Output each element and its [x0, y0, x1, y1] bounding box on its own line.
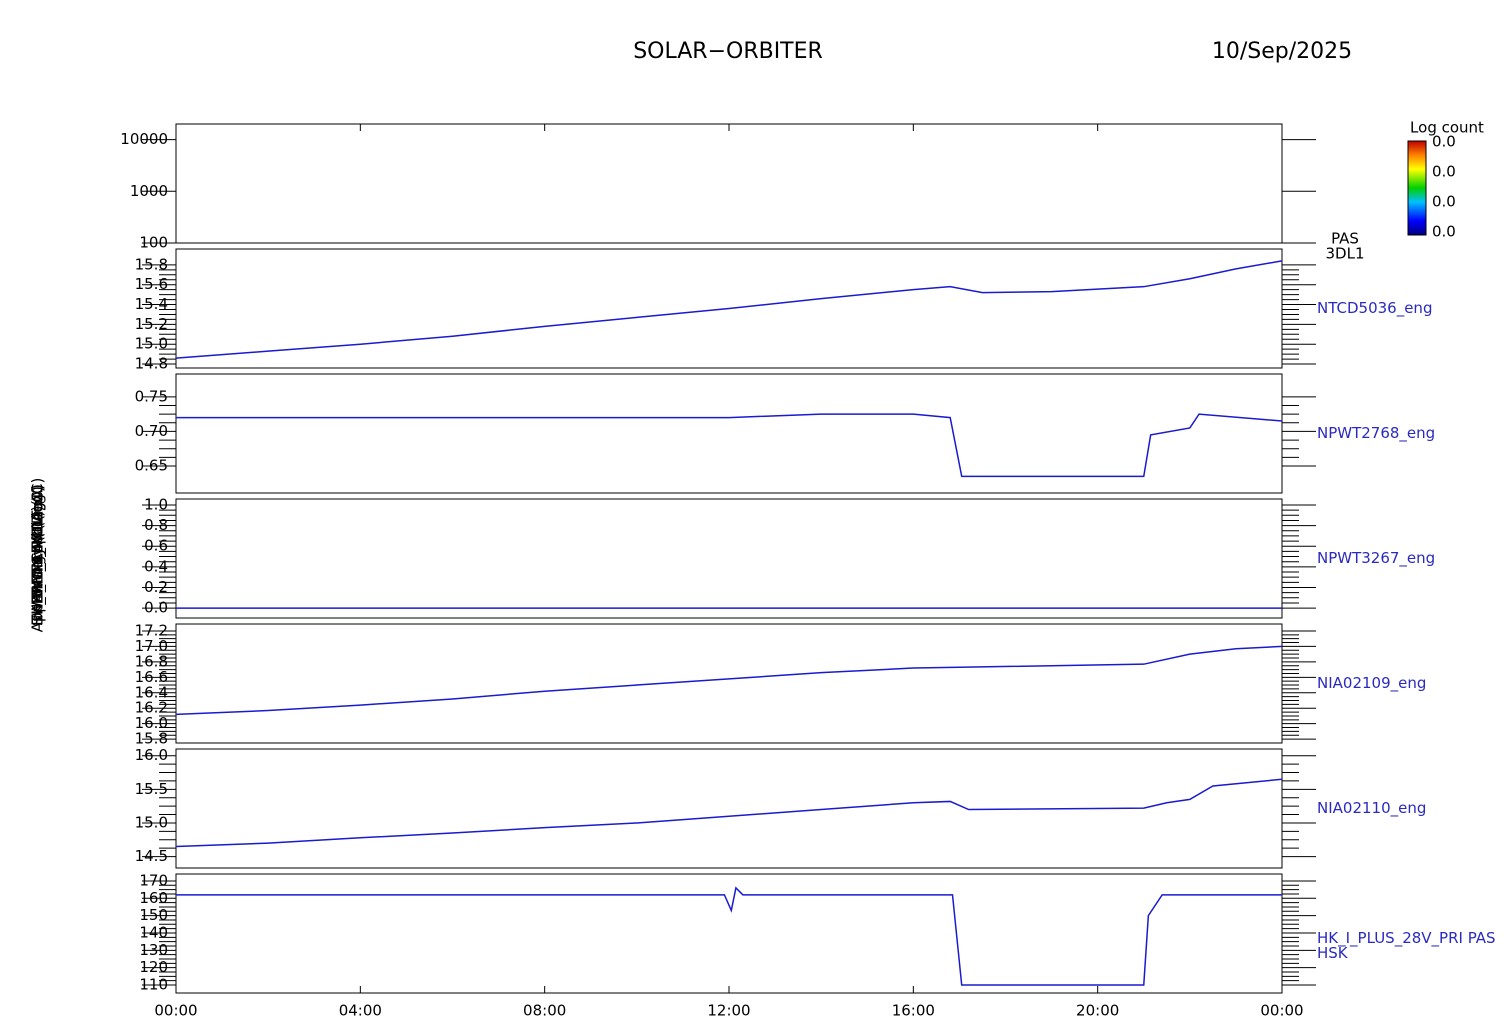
- colorbar-label: 0.0: [1432, 163, 1456, 181]
- panel-frame: [175, 248, 1283, 369]
- x-tick-label: 20:00: [1076, 1002, 1119, 1020]
- x-tick-label: 04:00: [339, 1002, 382, 1020]
- colorbar-title: Log count: [1410, 119, 1484, 137]
- panel-frame: [175, 748, 1283, 869]
- panel-label: 3DL1: [1326, 245, 1365, 263]
- panel-label: HSK: [1317, 944, 1349, 962]
- y-axis-label: Energy (eV): [29, 511, 47, 599]
- panel-frame: [175, 498, 1283, 619]
- x-tick-label: 16:00: [892, 1002, 935, 1020]
- panel-label: PAS: [1331, 230, 1359, 248]
- panel-label: NIA02110_eng: [1317, 799, 1426, 818]
- y-axis-label: THERM_C4 (DegC): [29, 486, 48, 625]
- x-tick-label: 00:00: [1260, 1002, 1303, 1020]
- panel-label: HK_I_PLUS_28V_PRI PAS: [1317, 929, 1496, 948]
- panel-frame: [175, 623, 1283, 744]
- data-line: [176, 413, 1283, 478]
- y-axis-label: HK_IMON_PRI (mA): [29, 484, 48, 626]
- x-tick-label: 08:00: [523, 1002, 566, 1020]
- data-line: [176, 886, 1282, 986]
- colorbar-label: 0.0: [1432, 193, 1456, 211]
- panel-label: NPWT2768_eng: [1317, 424, 1435, 443]
- date: 10/Sep/2025: [1212, 39, 1352, 64]
- panel-frame: [175, 373, 1283, 494]
- panel-label: NIA02109_eng: [1317, 674, 1426, 693]
- data-line: [175, 778, 1283, 848]
- data-line: [175, 645, 1283, 716]
- x-tick-label: 12:00: [707, 1002, 750, 1020]
- data-line: [175, 260, 1283, 359]
- y-axis-label: PWT_ALM (A): [29, 506, 48, 605]
- chart-title: SOLAR−ORBITER: [633, 39, 823, 64]
- y-axis-label: SWA_EAS_VOLT (V): [29, 484, 48, 626]
- y-axis-label: THERM_C5 (DegC): [29, 486, 48, 625]
- colorbar: [1407, 140, 1427, 236]
- panel-label: NPWT3267_eng: [1317, 549, 1435, 568]
- colorbar-label: 0.0: [1432, 133, 1456, 151]
- panel-frame: [175, 123, 1283, 244]
- panel-frame: [175, 873, 1283, 994]
- colorbar-label: 0.0: [1432, 223, 1456, 241]
- x-tick-label: 00:00: [154, 1002, 197, 1020]
- panel-label: NTCD5036_eng: [1317, 299, 1432, 318]
- y-axis-label: Approx Temp (DegC): [29, 478, 47, 633]
